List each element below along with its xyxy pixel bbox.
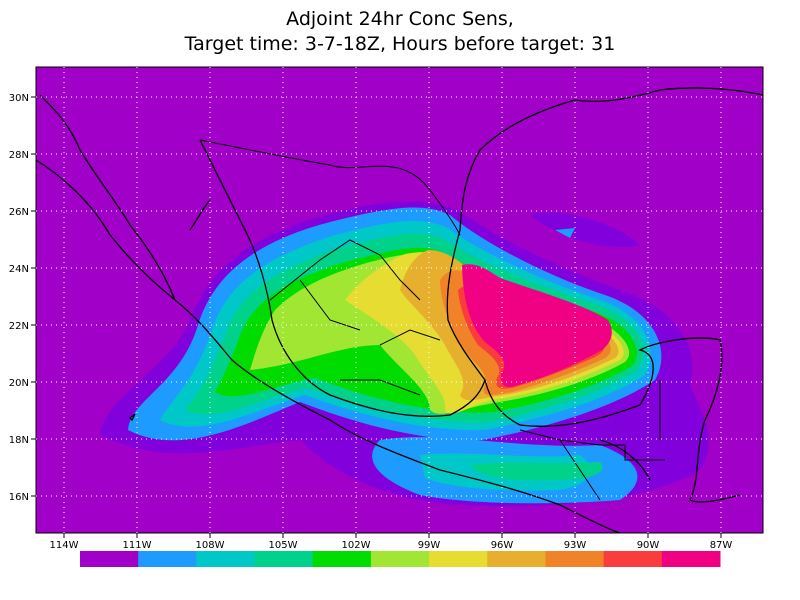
contour-region — [462, 264, 612, 388]
colorbar-swatch — [80, 551, 139, 567]
colorbar-swatch — [429, 551, 488, 567]
title-line: Target time: 3-7-18Z, Hours before targe… — [184, 33, 616, 55]
colorbar-swatch — [487, 551, 546, 567]
x-tick-label: 102W — [342, 540, 371, 551]
x-tick-label: 93W — [564, 540, 587, 551]
colorbar-swatch — [196, 551, 256, 567]
x-tick-label: 99W — [418, 540, 441, 551]
x-tick-label: 114W — [50, 540, 79, 551]
x-tick-label: 90W — [637, 540, 660, 551]
political-borders — [199, 139, 665, 501]
colorbar — [80, 551, 721, 567]
axes: 114W 111W 108W 105W 102W 99W 96W 93W 90W 87W 30N 28… — [9, 67, 763, 551]
colorbar-swatch — [545, 551, 605, 567]
x-tick-label: 87W — [710, 540, 733, 551]
y-tick-label: 20N — [9, 378, 29, 389]
colorbar-swatch — [138, 551, 197, 567]
colorbar-swatch — [661, 551, 721, 567]
x-tick-label: 105W — [269, 540, 298, 551]
colorbar-swatch — [370, 551, 430, 567]
x-tick-label: 111W — [123, 540, 152, 551]
y-tick-label: 30N — [9, 93, 29, 104]
x-tick-label: 96W — [491, 540, 514, 551]
y-tick-label: 24N — [9, 264, 29, 275]
x-tick-label: 108W — [196, 540, 225, 551]
y-tick-label: 28N — [9, 150, 29, 161]
y-tick-label: 16N — [9, 492, 29, 503]
map-frame — [35, 66, 764, 534]
colorbar-swatch — [603, 551, 663, 567]
colorbar-swatch — [254, 551, 314, 567]
title-line: Adjoint 24hr Conc Sens, — [286, 8, 514, 30]
colorbar-swatch — [312, 551, 372, 567]
y-tick-label: 22N — [9, 321, 29, 332]
y-tick-label: 26N — [9, 207, 29, 218]
map-area — [36, 67, 763, 533]
y-tick-label: 18N — [9, 435, 29, 446]
